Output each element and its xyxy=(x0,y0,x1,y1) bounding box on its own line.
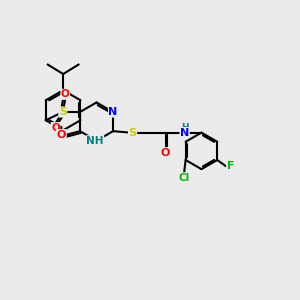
Text: N: N xyxy=(109,107,118,117)
Text: S: S xyxy=(59,107,67,117)
Text: NH: NH xyxy=(86,136,104,146)
Text: F: F xyxy=(227,161,234,171)
Text: Cl: Cl xyxy=(178,173,190,183)
Text: O: O xyxy=(161,148,170,158)
Text: N: N xyxy=(180,128,189,138)
Text: S: S xyxy=(128,128,136,138)
Text: O: O xyxy=(57,130,66,140)
Text: H: H xyxy=(181,123,188,132)
Text: O: O xyxy=(51,123,60,133)
Text: O: O xyxy=(61,89,70,99)
